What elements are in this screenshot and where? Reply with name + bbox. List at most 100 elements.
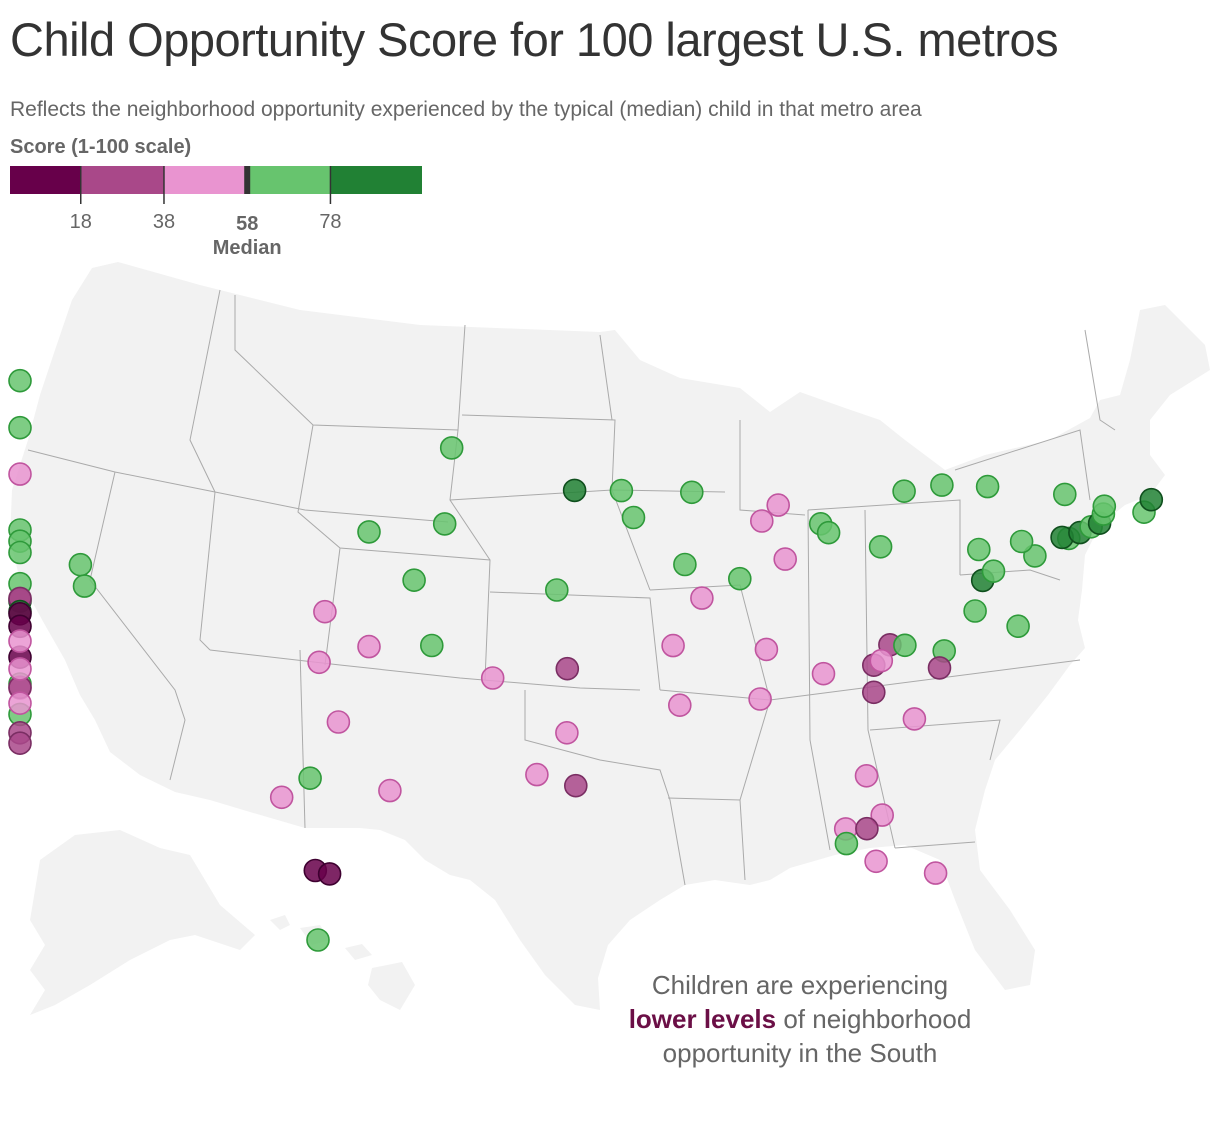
metro-dot-high[interactable] xyxy=(544,578,569,602)
metro-dot-high[interactable] xyxy=(966,537,991,562)
metro-dot-moderate[interactable] xyxy=(902,707,927,731)
metro-dot-moderate[interactable] xyxy=(8,691,32,716)
metro-dot-moderate[interactable] xyxy=(313,599,337,624)
state-border xyxy=(489,591,661,691)
state-border xyxy=(954,429,1091,501)
metro-dot-high[interactable] xyxy=(892,479,916,504)
metro-dot-high[interactable] xyxy=(975,474,1000,499)
metro-dot-high[interactable] xyxy=(419,633,444,658)
chart-title: Child Opportunity Score for 100 largest … xyxy=(10,13,1059,66)
state-border xyxy=(769,659,1081,701)
metro-dot-moderate[interactable] xyxy=(480,666,505,690)
metro-dot-high[interactable] xyxy=(930,473,954,497)
metro-dot-high[interactable] xyxy=(8,415,32,440)
metro-dot-moderate[interactable] xyxy=(754,637,779,662)
metro-dot-high[interactable] xyxy=(1023,544,1047,568)
metro-dot-high[interactable] xyxy=(1006,614,1030,639)
metro-dot-very-low[interactable] xyxy=(317,862,342,886)
state-border xyxy=(524,690,686,886)
metro-dot-high[interactable] xyxy=(357,520,381,544)
metro-dot-high[interactable] xyxy=(1009,529,1034,554)
metro-dot-moderate[interactable] xyxy=(869,648,894,673)
state-border xyxy=(189,289,221,493)
metro-dot-high[interactable] xyxy=(679,480,704,505)
metro-dots xyxy=(8,368,1164,952)
metro-dot-moderate[interactable] xyxy=(307,650,331,675)
state-border xyxy=(209,649,641,691)
hawaii-shape xyxy=(270,915,415,1010)
metro-dot-moderate[interactable] xyxy=(773,547,798,571)
state-borders xyxy=(27,289,1116,886)
metro-dot-moderate[interactable] xyxy=(923,861,948,885)
chart-subtitle: Reflects the neighborhood opportunity ex… xyxy=(10,98,922,121)
metro-dot-moderate[interactable] xyxy=(8,629,32,653)
metro-dot-high[interactable] xyxy=(727,566,752,591)
legend-break-label: 78 xyxy=(319,211,341,233)
callout-highlight: lower levels xyxy=(628,1004,777,1034)
metro-dot-low[interactable] xyxy=(8,731,32,756)
metro-dot-high[interactable] xyxy=(816,520,841,545)
metro-dot-low[interactable] xyxy=(555,656,580,681)
metro-dot-moderate[interactable] xyxy=(766,493,791,517)
alaska-shape xyxy=(30,830,255,1015)
metro-dot-high[interactable] xyxy=(981,559,1006,584)
metro-dot-high[interactable] xyxy=(834,831,859,856)
metro-dot-high[interactable] xyxy=(8,368,32,393)
metro-dot-moderate[interactable] xyxy=(378,778,402,803)
metro-dot-high[interactable] xyxy=(439,436,464,460)
metro-dot-moderate[interactable] xyxy=(749,509,774,533)
metro-dot-high[interactable] xyxy=(673,552,697,577)
metro-dot-high[interactable] xyxy=(8,540,32,565)
metro-dot-moderate[interactable] xyxy=(555,720,579,745)
metro-dot-high[interactable] xyxy=(1092,494,1117,519)
metro-dot-high[interactable] xyxy=(893,633,917,658)
state-border xyxy=(199,491,216,651)
metro-dot-moderate[interactable] xyxy=(667,693,692,718)
legend-title: Score (1-100 scale) xyxy=(10,136,192,158)
metro-dot-very-high[interactable] xyxy=(562,478,587,503)
map-basemap xyxy=(10,262,1210,1015)
metro-dot-moderate[interactable] xyxy=(690,586,714,610)
metro-dot-high[interactable] xyxy=(68,552,93,577)
metro-dot-high[interactable] xyxy=(868,534,893,559)
metro-dot-moderate[interactable] xyxy=(326,710,351,734)
score-legend: 18 38 58 78 Median xyxy=(10,166,422,259)
metro-dot-moderate[interactable] xyxy=(8,462,32,486)
legend-median-label: Median xyxy=(213,237,282,259)
metro-dot-high[interactable] xyxy=(298,766,322,791)
state-border xyxy=(297,424,491,681)
metro-dot-high[interactable] xyxy=(432,512,457,536)
metro-dot-high[interactable] xyxy=(402,568,426,593)
metro-dot-moderate[interactable] xyxy=(8,657,32,681)
metro-dot-moderate[interactable] xyxy=(748,687,772,711)
metro-dot-high[interactable] xyxy=(621,505,646,530)
callout-annotation: Children are experiencing lower levels o… xyxy=(580,968,1020,1070)
metro-dot-low[interactable] xyxy=(861,680,886,705)
metro-dot-moderate[interactable] xyxy=(269,785,294,810)
metro-dot-moderate[interactable] xyxy=(525,762,549,787)
metro-dot-high[interactable] xyxy=(609,478,634,503)
metro-dot-low[interactable] xyxy=(855,816,879,841)
metro-dot-high[interactable] xyxy=(1053,482,1077,507)
metro-dot-low[interactable] xyxy=(563,773,588,798)
state-border xyxy=(89,471,186,781)
metro-dot-moderate[interactable] xyxy=(864,849,888,874)
us-map xyxy=(8,262,1210,1015)
legend-color-band xyxy=(330,166,422,194)
callout-text-after: of neighborhood opportunity in the South xyxy=(662,1004,972,1068)
metro-dot-moderate[interactable] xyxy=(811,661,836,686)
metro-dot-moderate[interactable] xyxy=(661,633,685,658)
metro-dot-moderate[interactable] xyxy=(854,763,879,788)
metro-dot-high[interactable] xyxy=(963,599,987,623)
metro-dot-high[interactable] xyxy=(306,928,330,952)
metro-dot-moderate[interactable] xyxy=(870,803,895,827)
metro-dot-very-high[interactable] xyxy=(1139,487,1164,512)
metro-dot-low[interactable] xyxy=(927,656,952,680)
state-border xyxy=(599,334,613,421)
metro-dot-high[interactable] xyxy=(72,574,97,598)
legend-break-label: 38 xyxy=(153,211,175,233)
legend-median-value: 58 xyxy=(236,213,258,235)
state-border xyxy=(299,649,306,829)
metro-dot-moderate[interactable] xyxy=(357,634,381,659)
legend-color-band xyxy=(80,166,164,194)
